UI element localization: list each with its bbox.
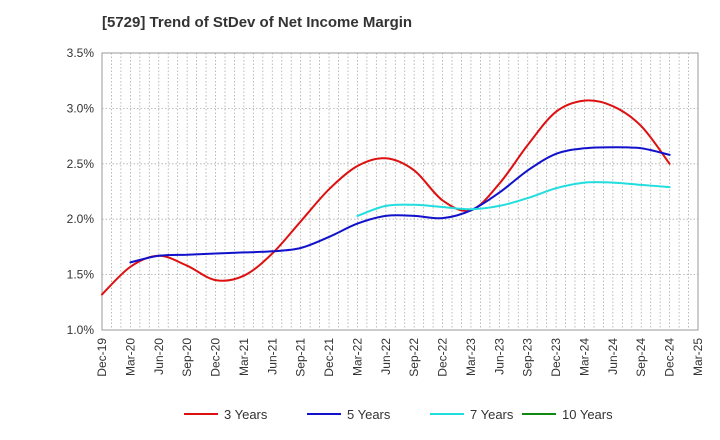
series-line-1 [129,146,671,264]
y-tick-label: 1.0% [67,323,95,337]
x-tick-label: Mar-20 [123,338,137,376]
x-tick-label: Sep-24 [634,338,648,377]
legend-label: 3 Years [224,407,268,422]
x-tick-label: Dec-24 [663,338,677,377]
series-line-2 [356,181,671,217]
y-tick-label: 2.5% [67,157,95,171]
grid [102,53,698,330]
y-tick-label: 3.5% [67,46,95,60]
x-tick-label: Mar-22 [350,338,364,376]
x-tick-label: Jun-24 [606,338,620,375]
x-tick-label: Jun-22 [379,338,393,375]
x-tick-label: Dec-22 [436,338,450,377]
legend-label: 10 Years [562,407,613,422]
series-lines [101,99,671,296]
y-tick-label: 2.0% [67,212,95,226]
y-tick-label: 3.0% [67,101,95,115]
x-axis: Dec-19 Mar-20 Jun-20 Sep-20 Dec-20 Mar-21 Jun-… [95,338,705,377]
series-line-0 [101,99,671,296]
plot-area [101,52,699,331]
x-tick-label: Jun-21 [265,338,279,375]
x-tick-label: Sep-21 [294,338,308,377]
x-tick-label: Jun-23 [492,338,506,375]
y-axis: 1.0% 1.5% 2.0% 2.5% 3.0% 3.5% [67,46,95,337]
x-tick-label: Dec-19 [95,338,109,377]
y-tick-label: 1.5% [67,268,95,282]
chart-title: [5729] Trend of StDev of Net Income Marg… [102,14,413,31]
x-tick-label: Sep-22 [407,338,421,377]
legend-label: 7 Years [470,407,514,422]
x-tick-label: Sep-20 [180,338,194,377]
x-tick-label: Sep-23 [521,338,535,377]
x-tick-label: Mar-23 [464,338,478,376]
x-tick-label: Mar-24 [577,338,591,376]
x-tick-label: Dec-21 [322,338,336,377]
legend: 3 Years 5 Years 7 Years 10 Years [184,407,613,422]
x-tick-label: Jun-20 [152,338,166,375]
x-tick-label: Mar-25 [691,338,705,376]
legend-label: 5 Years [347,407,391,422]
x-tick-label: Mar-21 [237,338,251,376]
x-tick-label: Dec-23 [549,338,563,377]
x-tick-label: Dec-20 [209,338,223,377]
